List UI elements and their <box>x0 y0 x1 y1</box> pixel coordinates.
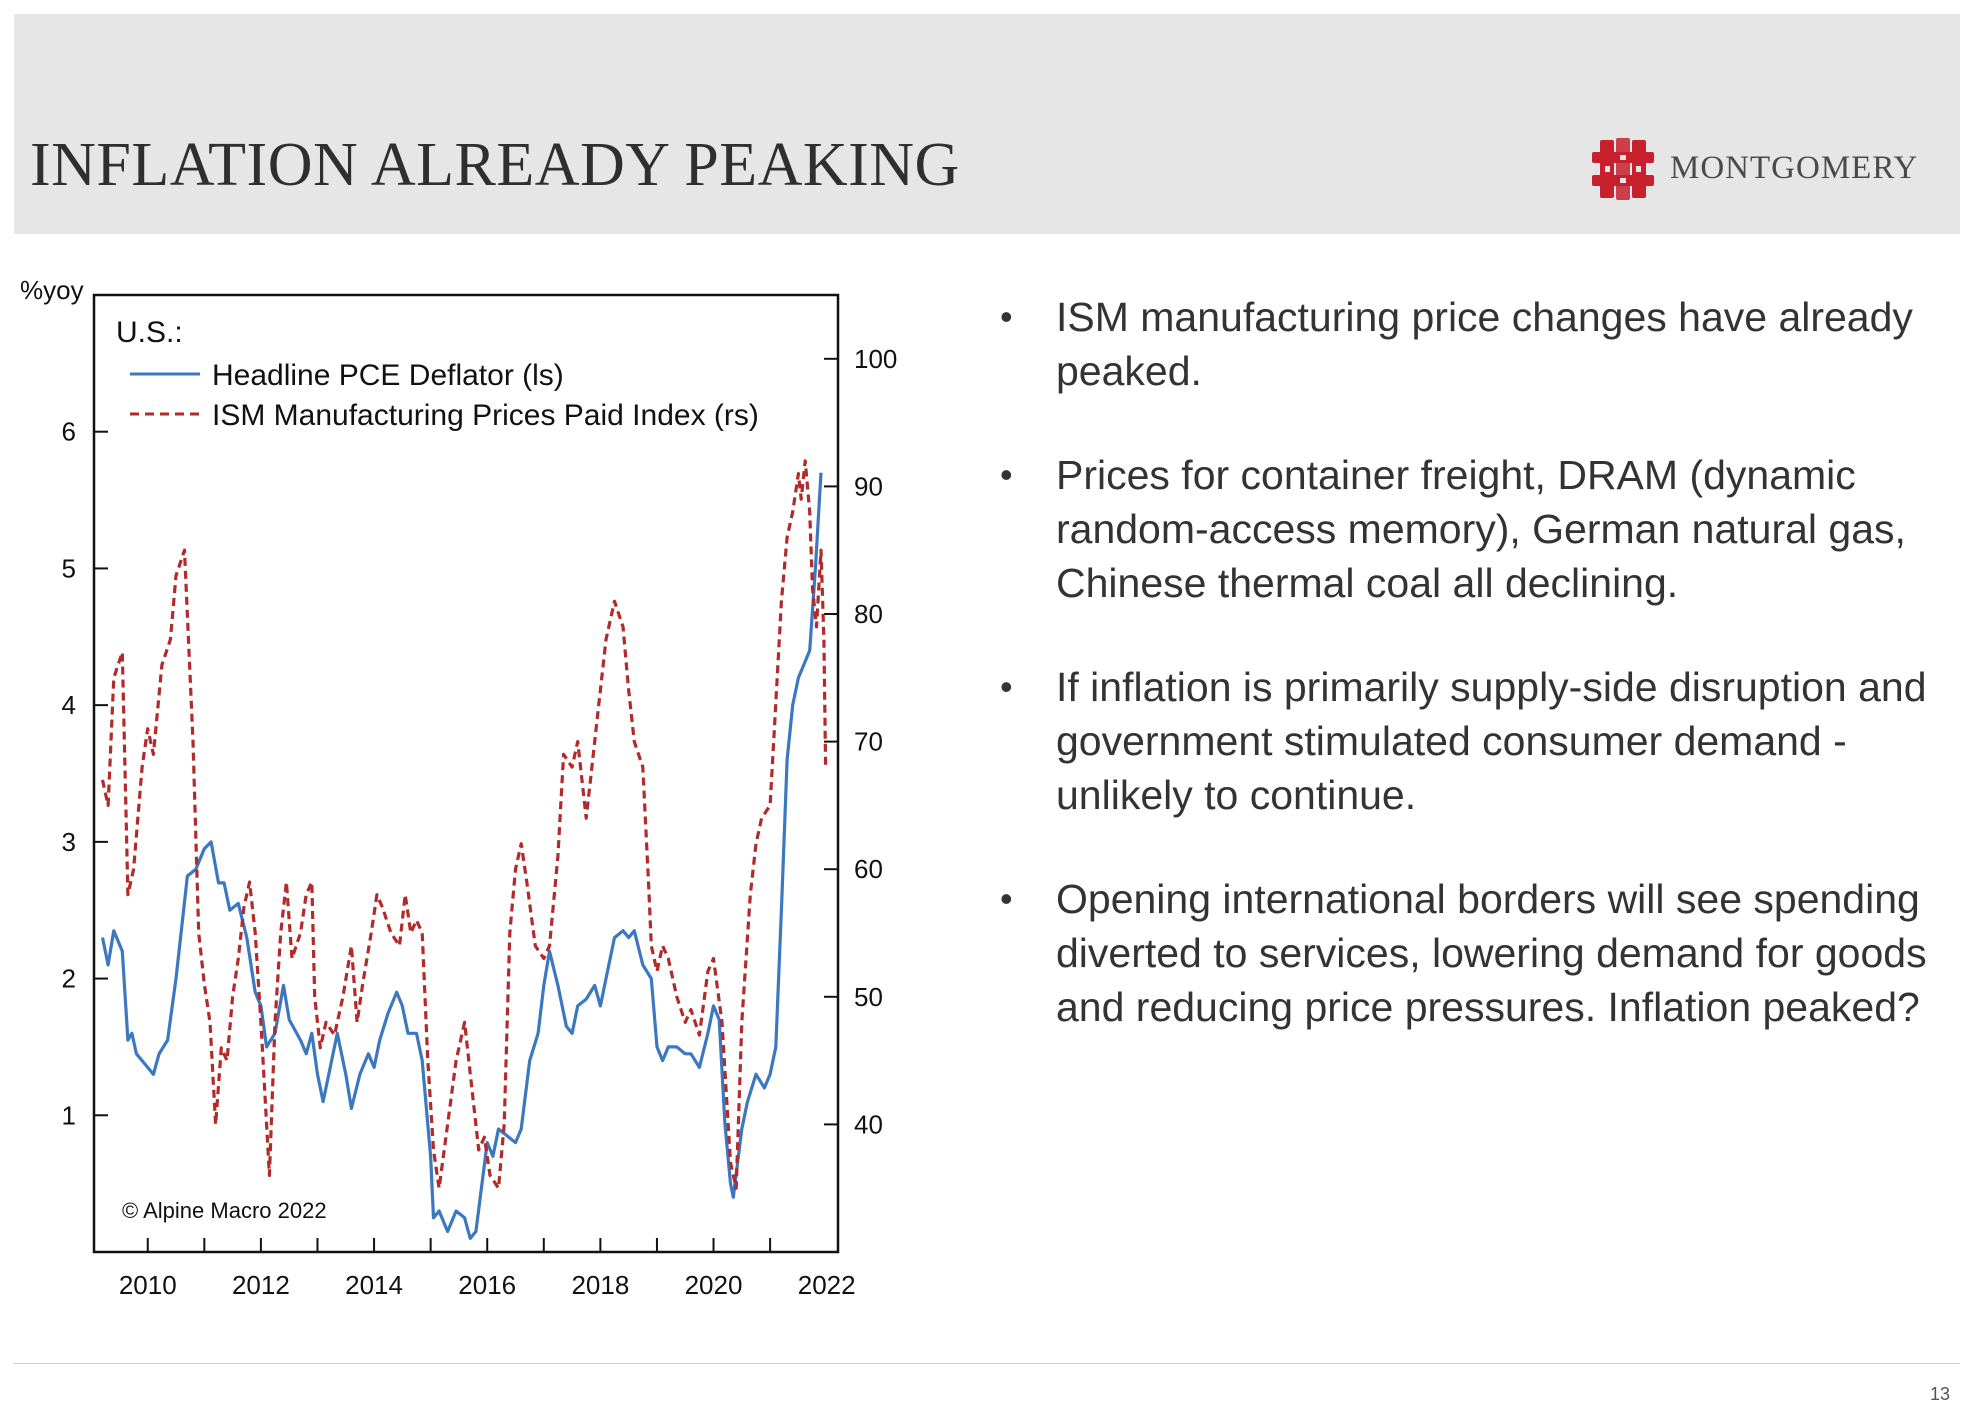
left-axis-tick-label: 5 <box>62 553 76 583</box>
left-axis-unit-label: %yoy <box>20 275 84 305</box>
right-axis: 40 50 60 70 80 90 100 <box>824 344 897 1139</box>
plot-frame <box>92 293 840 1254</box>
montgomery-monogram-icon <box>1592 138 1654 200</box>
left-axis-tick-label: 6 <box>62 417 76 447</box>
bullet-item: Opening international borders will see s… <box>1000 872 1930 1034</box>
right-axis-tick-label: 40 <box>854 1109 883 1139</box>
right-axis-tick-label: 80 <box>854 599 883 629</box>
bullet-item: If inflation is primarily supply-side di… <box>1000 660 1930 822</box>
x-axis-tick-label: 2014 <box>345 1270 403 1300</box>
x-axis-tick-label: 2010 <box>119 1270 177 1300</box>
x-axis-tick-label: 2020 <box>685 1270 743 1300</box>
slide-title: INFLATION ALREADY PEAKING <box>30 131 960 199</box>
right-axis-tick-label: 90 <box>854 471 883 501</box>
left-axis-tick-label: 4 <box>62 690 76 720</box>
bullet-item: ISM manufacturing price changes have alr… <box>1000 290 1930 398</box>
left-axis-tick-label: 1 <box>62 1100 76 1130</box>
brand-name: MONTGOMERY <box>1670 150 1919 186</box>
left-axis-tick-label: 3 <box>62 827 76 857</box>
inflation-chart: %yoy 1 2 3 4 5 6 40 50 60 70 80 90 100 2010 2012 2014… <box>20 275 897 1300</box>
x-axis-tick-label: 2022 <box>798 1270 856 1300</box>
legend-title: U.S.: <box>116 316 183 349</box>
bullet-list: ISM manufacturing price changes have alr… <box>1000 290 1930 1084</box>
legend-label-pce: Headline PCE Deflator (ls) <box>212 359 564 392</box>
x-axis-tick-label: 2018 <box>571 1270 629 1300</box>
footer-divider <box>14 1363 1960 1364</box>
bullet-item: Prices for container freight, DRAM (dyna… <box>1000 448 1930 610</box>
x-axis: 2010 2012 2014 2016 2018 2020 2022 <box>119 1238 856 1300</box>
x-axis-tick-label: 2016 <box>458 1270 516 1300</box>
slide-header <box>14 14 1960 234</box>
right-axis-tick-label: 50 <box>854 982 883 1012</box>
right-axis-tick-label: 100 <box>854 344 897 374</box>
pce-deflator-line <box>100 472 823 1240</box>
ism-prices-paid-line <box>100 459 828 1190</box>
left-axis-tick-label: 2 <box>62 964 76 994</box>
legend-label-ism: ISM Manufacturing Prices Paid Index (rs) <box>212 399 759 432</box>
left-axis: 1 2 3 4 5 6 <box>62 417 108 1130</box>
right-axis-tick-label: 60 <box>854 854 883 884</box>
right-axis-tick-label: 70 <box>854 727 883 757</box>
x-axis-tick-label: 2012 <box>232 1270 290 1300</box>
series-layer <box>100 459 828 1240</box>
page-number: 13 <box>1930 1384 1951 1404</box>
chart-credit: © Alpine Macro 2022 <box>122 1198 327 1223</box>
